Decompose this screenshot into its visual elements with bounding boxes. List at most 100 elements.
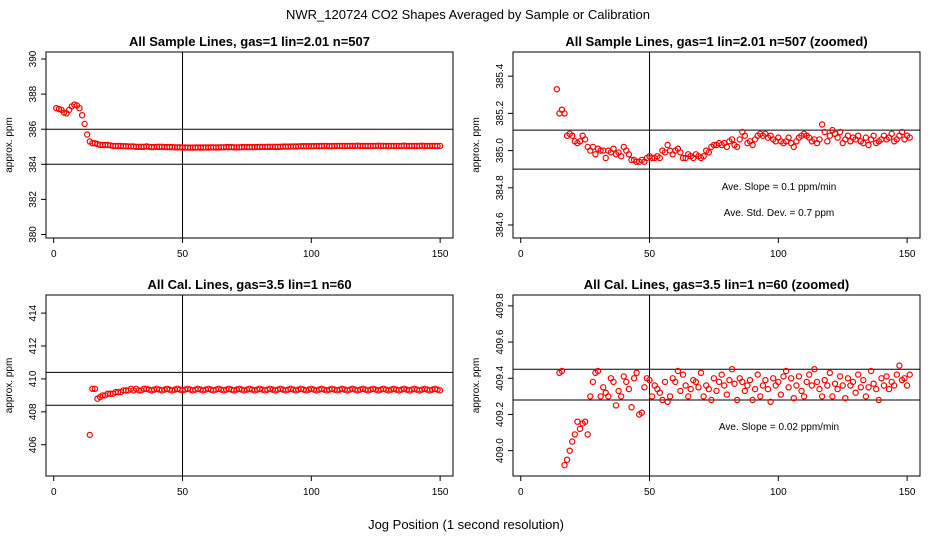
data-point [81, 120, 88, 128]
data-point [757, 393, 764, 400]
data-point [86, 431, 94, 439]
data-point [803, 378, 810, 386]
data-point [687, 385, 694, 393]
data-point [865, 141, 872, 149]
data-point [885, 385, 893, 393]
plot-frame [512, 294, 921, 477]
data-point [571, 431, 579, 438]
x-tick-label: 50 [644, 249, 656, 260]
data-point [697, 369, 705, 376]
data-point [790, 395, 798, 402]
x-tick-label: 0 [518, 487, 524, 498]
data-point [589, 143, 597, 151]
y-axis-label: approx. ppm [4, 117, 15, 173]
plot-frame [45, 294, 454, 477]
data-point [677, 149, 684, 156]
data-point [836, 128, 844, 136]
data-point [811, 366, 818, 373]
x-tick-label: 100 [770, 487, 787, 498]
data-point [685, 393, 692, 400]
data-point [581, 136, 589, 143]
data-point [857, 384, 865, 391]
data-point [677, 387, 684, 395]
data-point [625, 385, 633, 393]
data-point [852, 389, 859, 396]
y-tick-label: 412 [28, 337, 39, 354]
data-point [708, 396, 715, 404]
data-point [813, 378, 821, 386]
data-point [584, 431, 591, 438]
data-point [569, 438, 576, 445]
data-point [710, 141, 718, 149]
data-point [785, 384, 792, 391]
data-point [893, 371, 901, 378]
data-point [682, 382, 689, 389]
data-point [736, 136, 743, 143]
data-point [726, 376, 733, 384]
x-tick-label: 0 [518, 249, 524, 260]
chart-panel-4: All Cal. Lines, gas=3.5 lin=1 n=60 (zoom… [471, 277, 921, 498]
data-point [867, 367, 875, 375]
data-point [759, 382, 767, 389]
data-point [795, 373, 803, 380]
y-axis-label: approx. ppm [471, 117, 482, 173]
y-tick-label: 409.4 [495, 365, 506, 390]
data-point [592, 151, 599, 158]
y-tick-label: 390 [28, 50, 39, 67]
data-point [818, 121, 826, 128]
annotation-text: Ave. Std. Dev. = 0.7 ppm [724, 208, 835, 219]
data-point [723, 143, 731, 151]
data-point [824, 382, 831, 389]
data-point [436, 142, 444, 150]
panel-title: All Cal. Lines, gas=3.5 lin=1 n=60 (zoom… [584, 277, 850, 292]
data-point [788, 375, 795, 382]
data-point [836, 373, 844, 380]
data-point [566, 447, 573, 454]
data-point [700, 152, 707, 160]
data-points [553, 85, 913, 165]
data-point [790, 143, 798, 151]
data-point [816, 136, 823, 143]
data-point [569, 132, 576, 139]
data-point [875, 396, 883, 404]
annotation-text: Ave. Slope = 0.1 ppm/min [722, 182, 837, 193]
data-point [821, 128, 828, 136]
data-point [733, 143, 741, 151]
data-point [434, 142, 441, 150]
data-point [715, 378, 723, 386]
y-tick-label: 385.2 [495, 100, 506, 125]
data-point [888, 130, 895, 137]
data-point [839, 382, 846, 389]
data-point [436, 387, 444, 394]
panel-title: All Sample Lines, gas=1 lin=2.01 n=507 [129, 34, 370, 49]
data-point [873, 385, 880, 393]
data-point [762, 376, 769, 384]
data-point [860, 376, 867, 384]
data-point [594, 367, 602, 375]
data-point [826, 369, 834, 376]
data-point [718, 371, 725, 378]
x-tick-label: 100 [303, 487, 320, 498]
data-point [710, 375, 718, 382]
data-point [597, 393, 604, 400]
data-point [713, 387, 720, 395]
data-point [754, 371, 761, 378]
data-point [883, 373, 890, 380]
data-point [898, 128, 906, 136]
data-point [602, 154, 609, 162]
chart-panel-2: All Sample Lines, gas=1 lin=2.01 n=507 (… [471, 34, 921, 260]
data-point [901, 375, 908, 382]
data-point [646, 376, 653, 384]
figure-x-label: Jog Position (1 second resolution) [368, 517, 564, 532]
data-point [793, 382, 800, 389]
data-point [656, 154, 664, 162]
data-point [855, 371, 862, 378]
data-point [785, 134, 792, 141]
data-point [865, 384, 872, 391]
y-tick-label: 384.6 [495, 212, 506, 237]
data-point [78, 111, 86, 119]
annotation-text: Ave. Slope = 0.02 ppm/min [719, 422, 839, 433]
data-point [700, 393, 707, 400]
x-tick-label: 150 [432, 487, 449, 498]
